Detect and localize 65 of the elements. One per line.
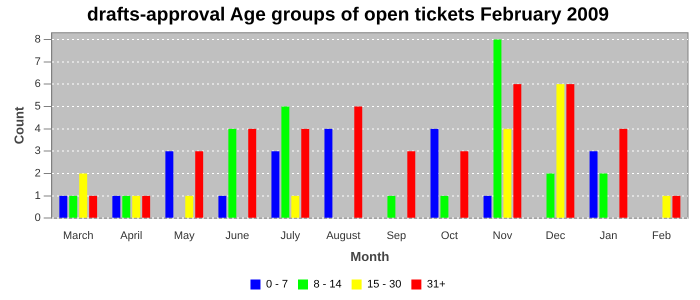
- bar: [291, 196, 300, 218]
- y-tick-label: 3: [34, 145, 41, 158]
- bar: [513, 84, 522, 218]
- x-tick-label: August: [326, 230, 360, 242]
- x-tick-label: Nov: [492, 230, 513, 242]
- bar: [132, 196, 140, 218]
- bar: [59, 196, 68, 218]
- legend-label: 15 - 30: [367, 278, 402, 291]
- bar: [79, 174, 88, 218]
- bar: [566, 84, 574, 218]
- x-tick-label: Jan: [600, 230, 618, 242]
- bar: [301, 128, 310, 218]
- bar: [89, 196, 98, 218]
- bar: [281, 106, 290, 218]
- x-tick-label: June: [225, 230, 250, 242]
- bar: [271, 151, 280, 218]
- x-tick-label: Oct: [440, 230, 458, 242]
- y-tick-label: 6: [34, 78, 41, 90]
- bar: [165, 151, 174, 218]
- bar: [195, 151, 204, 218]
- y-tick-label: 8: [34, 34, 41, 46]
- bar: [460, 151, 468, 218]
- y-tick-label: 5: [34, 100, 41, 113]
- bar: [440, 196, 448, 218]
- bar: [619, 128, 628, 218]
- bar: [484, 196, 492, 218]
- bar: [112, 196, 120, 218]
- bar: [556, 84, 564, 218]
- bar: [354, 106, 362, 218]
- bar: [430, 128, 438, 218]
- bar: [324, 128, 332, 218]
- legend-label: 8 - 14: [313, 278, 342, 291]
- bar: [185, 196, 194, 218]
- bar: [218, 196, 226, 218]
- bar: [407, 151, 416, 218]
- chart-title: drafts-approval Age groups of open tickets February 2009: [87, 4, 609, 26]
- y-tick-label: 7: [34, 56, 41, 68]
- x-tick-label: Feb: [652, 230, 671, 242]
- bar: [600, 174, 608, 218]
- bar: [672, 196, 680, 218]
- bar: [69, 196, 78, 218]
- y-tick-label: 0: [34, 212, 41, 224]
- x-tick-label: Sep: [386, 230, 406, 242]
- bar: [122, 196, 130, 218]
- y-tick-label: 4: [34, 122, 41, 135]
- y-tick-label: 2: [34, 168, 41, 180]
- x-tick-label: July: [280, 230, 301, 242]
- bar: [142, 196, 150, 218]
- bar: [493, 40, 502, 218]
- x-tick-label: April: [120, 230, 142, 242]
- bar: [387, 196, 396, 218]
- x-tick-label: May: [174, 230, 196, 242]
- bar: [228, 128, 236, 218]
- x-tick-label: March: [62, 230, 94, 242]
- x-tick-label: Dec: [546, 230, 566, 242]
- x-axis-title: Month: [350, 248, 390, 264]
- bar: [248, 128, 256, 218]
- bar: [546, 174, 554, 218]
- legend-label: 0 - 7: [266, 278, 288, 291]
- y-axis-title: Count: [11, 106, 26, 144]
- bar: [662, 196, 670, 218]
- bar: [590, 151, 598, 218]
- legend-label: 31+: [426, 278, 446, 291]
- y-tick-label: 1: [34, 190, 41, 202]
- bar: [503, 128, 512, 218]
